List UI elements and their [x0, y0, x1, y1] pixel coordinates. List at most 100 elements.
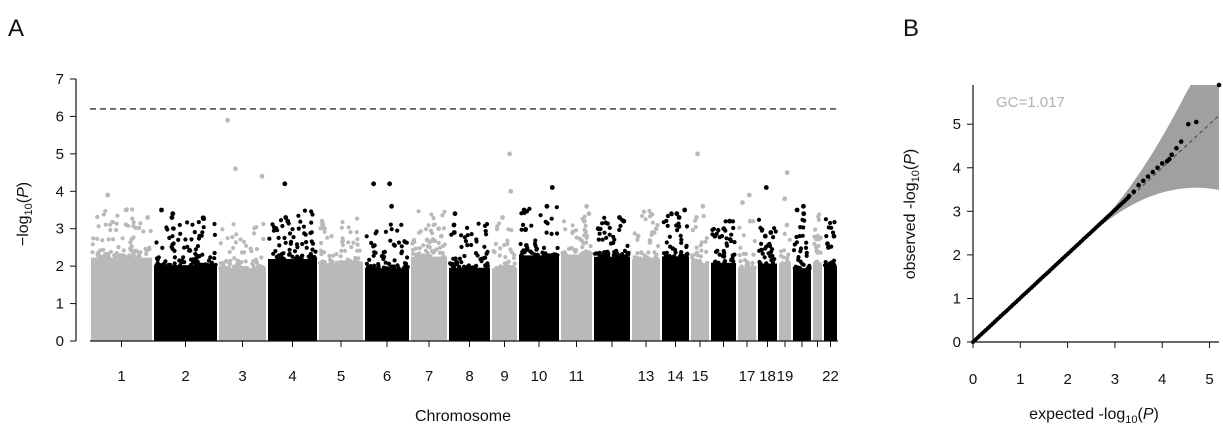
snp-point — [290, 227, 295, 232]
snp-point — [766, 251, 771, 256]
snp-point — [639, 250, 644, 256]
snp-point — [189, 237, 194, 242]
snp-point — [110, 220, 116, 225]
top-snp-point — [595, 226, 601, 232]
snp-point — [296, 226, 301, 231]
snp-point — [764, 261, 769, 266]
snp-point — [581, 241, 586, 246]
snp-point — [605, 249, 610, 254]
snp-point — [388, 222, 393, 227]
snp-point — [502, 242, 507, 248]
snp-point — [387, 266, 393, 271]
snp-point — [453, 256, 458, 261]
snp-point — [373, 231, 378, 236]
snp-point — [646, 250, 651, 255]
snp-point — [340, 220, 345, 225]
snp-point — [457, 256, 462, 261]
snp-point — [432, 238, 437, 244]
snp-point — [684, 244, 689, 250]
qq-x-tick-label: 1 — [1016, 371, 1024, 388]
snp-point — [693, 225, 698, 230]
chromosome-13-dense-band — [632, 258, 660, 341]
snp-point — [715, 248, 720, 253]
snp-point — [319, 252, 324, 257]
snp-point — [154, 240, 159, 245]
chromosome-2-points — [154, 207, 218, 341]
top-snp-point — [320, 222, 325, 228]
snp-point — [334, 252, 339, 257]
snp-point — [704, 249, 709, 254]
snp-point — [172, 255, 177, 260]
qq-y-tick-label: 1 — [953, 290, 961, 307]
snp-point — [524, 243, 529, 248]
snp-point — [786, 252, 791, 257]
top-snp-point — [814, 245, 819, 250]
snp-point — [763, 246, 768, 251]
snp-point — [731, 225, 736, 231]
chromosome-5-dense-band — [319, 263, 363, 341]
chromosome-3-points — [218, 117, 266, 341]
snp-point — [91, 236, 96, 241]
qq-y-tick-label: 4 — [953, 160, 961, 177]
snp-point — [431, 216, 436, 221]
qq-x-tick-label: 0 — [969, 371, 977, 388]
snp-point — [583, 229, 589, 234]
snp-point — [772, 226, 777, 231]
qq-tail-point — [1136, 182, 1141, 188]
snp-point — [818, 250, 823, 255]
snp-point — [785, 262, 790, 267]
snp-point — [220, 227, 225, 232]
snp-point — [279, 256, 284, 261]
snp-point — [498, 246, 503, 251]
qq-y-tick-label: 5 — [953, 116, 961, 133]
snp-point — [218, 241, 223, 246]
snp-point — [717, 252, 722, 257]
snp-point — [757, 259, 762, 265]
top-snp-point — [436, 226, 442, 232]
snp-point — [340, 236, 345, 241]
y-tick-label: 4 — [56, 183, 64, 200]
snp-point — [717, 235, 722, 240]
snp-point — [801, 262, 806, 267]
snp-point — [570, 223, 575, 228]
top-snp-point — [233, 166, 238, 172]
snp-point — [732, 240, 737, 245]
snp-point — [474, 237, 479, 242]
qq-plot: B 0 1 2 3 4 5 0 1 2 3 4 5 GC=1.017 expected -log10(… — [902, 15, 1222, 426]
top-snp-point — [282, 181, 288, 187]
top-snp-point — [452, 211, 458, 217]
snp-point — [594, 251, 599, 256]
snp-point — [275, 228, 280, 233]
snp-point — [519, 211, 524, 216]
x-tick-label: 4 — [288, 368, 296, 385]
snp-point — [342, 248, 348, 253]
snp-point — [563, 227, 568, 232]
top-snp-point — [650, 230, 655, 235]
snp-point — [103, 208, 108, 214]
snp-point — [648, 239, 653, 244]
snp-point — [162, 261, 167, 266]
snp-point — [699, 248, 704, 253]
snp-point — [587, 250, 592, 255]
snp-point — [304, 245, 309, 250]
snp-point — [308, 230, 313, 236]
qq-tail-point — [1174, 145, 1179, 151]
snp-point — [505, 238, 510, 243]
snp-point — [828, 220, 833, 226]
snp-point — [123, 222, 128, 227]
snp-point — [615, 251, 620, 256]
snp-point — [529, 223, 534, 228]
snp-point — [617, 227, 622, 232]
snp-point — [212, 250, 217, 256]
snp-point — [423, 227, 429, 232]
snp-point — [423, 248, 428, 253]
snp-point — [582, 214, 587, 219]
chromosome-6-dense-band — [365, 268, 409, 341]
snp-point — [534, 246, 540, 251]
qq-y-axis-title: observed -log10(P) — [902, 149, 922, 280]
snp-point — [459, 233, 464, 238]
snp-point — [115, 213, 120, 218]
snp-point — [101, 212, 106, 217]
top-snp-point — [746, 192, 752, 198]
snp-point — [694, 258, 699, 263]
